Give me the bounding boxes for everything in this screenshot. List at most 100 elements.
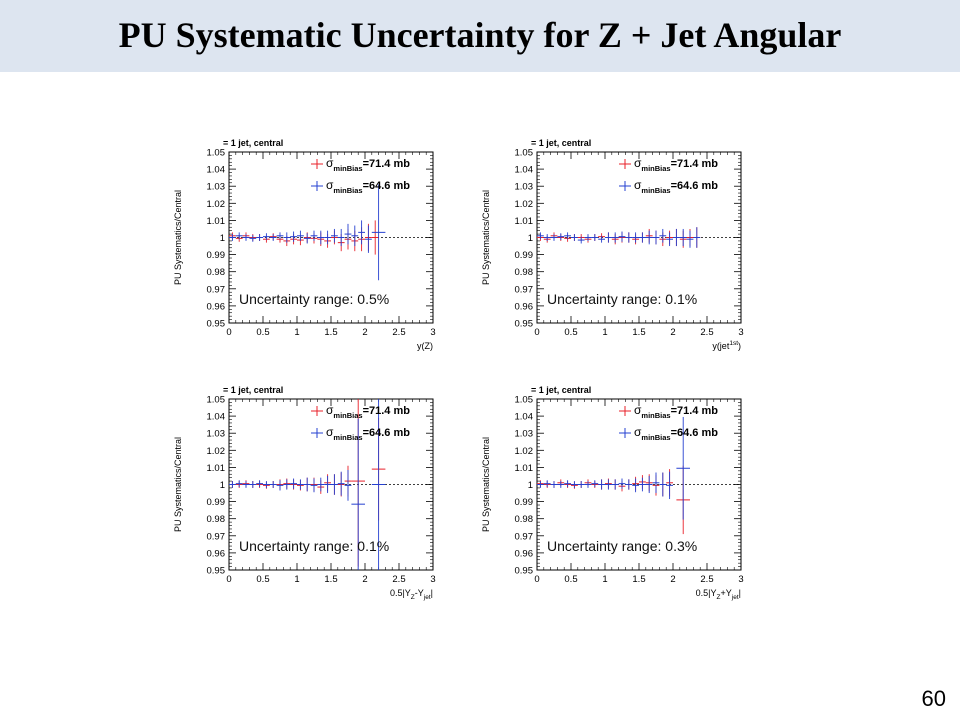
y-tick-label: 0.97 — [207, 531, 226, 542]
x-tick-label: 1.5 — [632, 327, 645, 338]
y-tick-label: 1.03 — [515, 429, 534, 440]
series-blue — [229, 184, 386, 281]
y-tick-label: 1.04 — [207, 412, 226, 423]
x-tick-label: 0 — [226, 327, 231, 338]
y-tick-label: 1.05 — [515, 148, 534, 159]
x-axis-label: y(Z) — [417, 341, 433, 351]
legend-entry: σminBias=64.6 mb — [311, 178, 410, 195]
x-tick-label: 3 — [430, 574, 435, 585]
y-tick-label: 1.05 — [207, 148, 226, 159]
chart-svg: = 1 jet, central 0.95 0.96 0.97 0.98 0.99 1 1.0… — [481, 138, 744, 351]
x-tick-label: 3 — [738, 327, 743, 338]
y-tick-label: 1.02 — [207, 199, 226, 210]
y-tick-label: 1.04 — [515, 165, 534, 176]
series-blue — [537, 227, 701, 248]
x-axis-label: 0.5|YZ-Yjet| — [390, 588, 433, 601]
x-axis-label: y(jet1st) — [712, 340, 741, 351]
legend-label: σminBias=64.6 mb — [326, 178, 410, 195]
x-tick-label: 0 — [534, 574, 539, 585]
y-tick-label: 1.02 — [207, 446, 226, 457]
y-tick-label: 1.01 — [515, 463, 534, 474]
legend-entry: σminBias=71.4 mb — [311, 403, 410, 420]
y-tick-label: 1 — [220, 480, 225, 491]
y-tick-label: 1 — [528, 233, 533, 244]
x-tick-label: 2 — [362, 327, 367, 338]
y-tick-label: 0.95 — [207, 319, 226, 330]
y-tick-label: 0.99 — [207, 497, 226, 508]
chart-svg: = 1 jet, central 0.95 0.96 0.97 0.98 0.99 1 1.0… — [481, 385, 744, 601]
chart-header: = 1 jet, central — [223, 385, 283, 395]
legend-entry: σminBias=64.6 mb — [311, 425, 410, 442]
page-number: 60 — [921, 686, 946, 711]
y-tick-label: 1.05 — [207, 395, 226, 406]
series-blue — [537, 416, 690, 520]
legend-label: σminBias=64.6 mb — [326, 425, 410, 442]
y-axis-label: PU Systematics/Central — [481, 437, 491, 532]
y-tick-label: 1.04 — [515, 412, 534, 423]
x-tick-label: 0.5 — [564, 327, 577, 338]
plot-yjet: = 1 jet, central 0.95 0.96 0.97 0.98 0.99 1 1.0… — [471, 133, 761, 363]
chart-svg: = 1 jet, central 0.95 0.96 0.97 0.98 0.99 1 1.0… — [173, 385, 436, 601]
y-tick-label: 0.99 — [515, 250, 534, 261]
y-tick-label: 1.02 — [515, 199, 534, 210]
series-red — [537, 465, 690, 535]
x-tick-label: 0.5 — [256, 574, 269, 585]
y-tick-label: 0.95 — [515, 566, 534, 577]
legend-label: σminBias=71.4 mb — [326, 403, 410, 420]
legend-entry: σminBias=71.4 mb — [311, 156, 410, 173]
y-tick-label: 1.04 — [207, 165, 226, 176]
x-tick-label: 2 — [670, 327, 675, 338]
y-tick-label: 0.98 — [515, 514, 534, 525]
y-axis-label: PU Systematics/Central — [173, 437, 183, 532]
x-tick-label: 3 — [738, 574, 743, 585]
y-tick-label: 0.97 — [207, 284, 226, 295]
plot-yz: = 1 jet, central 0.95 0.96 0.97 0.98 0.99 1 1.0… — [163, 133, 453, 363]
y-tick-label: 1 — [220, 233, 225, 244]
x-tick-label: 1 — [602, 327, 607, 338]
uncertainty-annotation: Uncertainty range: 0.3% — [547, 538, 697, 554]
x-tick-label: 1.5 — [324, 327, 337, 338]
x-axis-label: 0.5|YZ+Yjet| — [696, 588, 741, 601]
y-tick-label: 1.03 — [207, 429, 226, 440]
x-tick-label: 3 — [430, 327, 435, 338]
legend-entry: σminBias=64.6 mb — [619, 178, 718, 195]
title-bar — [0, 0, 960, 72]
plot-ydiff: = 1 jet, central 0.95 0.96 0.97 0.98 0.99 1 1.0… — [163, 380, 453, 610]
x-tick-label: 0 — [226, 574, 231, 585]
y-axis-label: PU Systematics/Central — [173, 190, 183, 285]
x-tick-label: 1.5 — [324, 574, 337, 585]
legend-label: σminBias=71.4 mb — [634, 403, 718, 420]
x-tick-label: 1 — [294, 574, 299, 585]
y-tick-label: 0.97 — [515, 284, 534, 295]
legend-label: σminBias=64.6 mb — [634, 178, 718, 195]
y-tick-label: 0.99 — [207, 250, 226, 261]
y-tick-label: 0.97 — [515, 531, 534, 542]
x-tick-label: 1 — [294, 327, 299, 338]
uncertainty-annotation: Uncertainty range: 0.1% — [239, 538, 389, 554]
y-tick-label: 1.05 — [515, 395, 534, 406]
x-tick-label: 2 — [362, 574, 367, 585]
x-tick-label: 2.5 — [700, 327, 713, 338]
y-tick-label: 0.96 — [207, 301, 226, 312]
y-tick-label: 0.98 — [207, 514, 226, 525]
y-tick-label: 0.96 — [515, 548, 534, 559]
y-tick-label: 0.98 — [515, 267, 534, 278]
uncertainty-annotation: Uncertainty range: 0.5% — [239, 291, 389, 307]
x-tick-label: 2.5 — [700, 574, 713, 585]
x-tick-label: 2.5 — [392, 574, 405, 585]
chart-header: = 1 jet, central — [531, 385, 591, 395]
series-blue — [229, 399, 386, 570]
series-red — [229, 220, 379, 255]
legend-entry: σminBias=64.6 mb — [619, 425, 718, 442]
y-tick-label: 0.96 — [515, 301, 534, 312]
chart-header: = 1 jet, central — [223, 138, 283, 148]
x-tick-label: 1.5 — [632, 574, 645, 585]
x-tick-label: 0.5 — [256, 327, 269, 338]
y-tick-label: 0.99 — [515, 497, 534, 508]
legend-entry: σminBias=71.4 mb — [619, 156, 718, 173]
y-tick-label: 1.01 — [207, 216, 226, 227]
x-tick-label: 1 — [602, 574, 607, 585]
chart-header: = 1 jet, central — [531, 138, 591, 148]
x-tick-label: 2.5 — [392, 327, 405, 338]
slide-title: PU Systematic Uncertainty for Z + Jet An… — [118, 15, 842, 55]
